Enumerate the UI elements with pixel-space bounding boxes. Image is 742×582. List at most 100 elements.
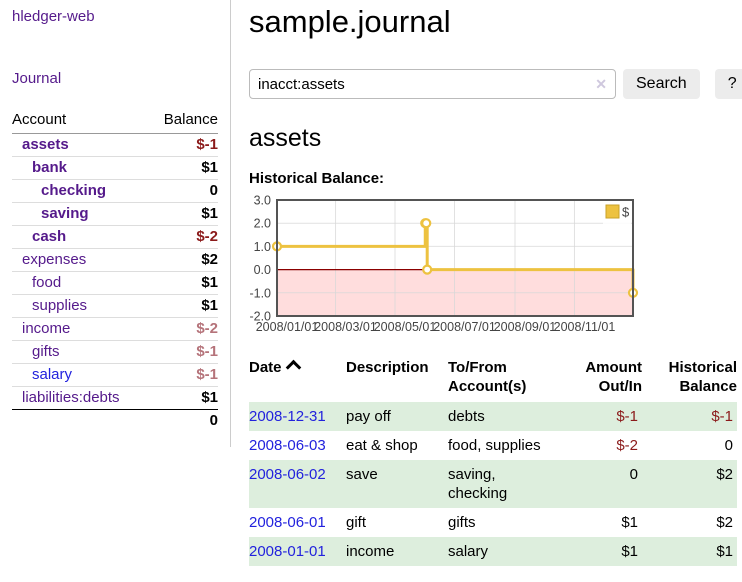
account-link-bank[interactable]: bank <box>32 159 68 176</box>
transaction-date-link[interactable]: 2008-01-01 <box>249 543 326 560</box>
y-tick-label: 2.0 <box>254 217 271 231</box>
account-row: supplies $1 <box>12 294 218 318</box>
transaction-amount: $-1 <box>616 408 638 425</box>
account-row: bank $1 <box>12 156 218 180</box>
transaction-row: 2008-12-31 pay off debts $-1 $-1 <box>249 402 737 431</box>
account-balance: $-1 <box>148 133 218 157</box>
account-row: expenses $2 <box>12 248 218 272</box>
account-row: assets $-1 <box>12 133 218 157</box>
transaction-accounts: salary <box>448 543 489 560</box>
account-link-cash[interactable]: cash <box>32 228 67 245</box>
accounts-table: Account Balance assets $-1 bank $1 checking 0… <box>12 108 218 432</box>
historical-balance-chart: $3.0 2.0 1.0 0.0 -1.0 -2.02008/01/012008/03/0… <box>249 194 639 334</box>
transaction-balance: $1 <box>716 543 733 560</box>
sort-ascending-icon <box>285 359 301 376</box>
transaction-date-link[interactable]: 2008-12-31 <box>249 408 326 425</box>
transaction-accounts: debts <box>448 408 485 425</box>
y-tick-label: 1.0 <box>254 240 271 254</box>
transaction-description: pay off <box>346 408 391 425</box>
data-point-marker <box>422 264 433 275</box>
accounts-total-value: 0 <box>148 409 218 432</box>
transaction-accounts: gifts <box>448 514 476 531</box>
account-link-gifts[interactable]: gifts <box>32 343 60 360</box>
transaction-balance: $-1 <box>711 408 733 425</box>
account-balance: $1 <box>148 202 218 226</box>
search-bar: ✕ Search ? <box>249 69 742 99</box>
accounts-header-account: Account <box>12 108 149 134</box>
account-link-supplies[interactable]: supplies <box>32 297 88 314</box>
transaction-amount: $1 <box>621 543 638 560</box>
transaction-amount: $1 <box>621 514 638 531</box>
app-brand-link[interactable]: hledger-web <box>12 8 95 25</box>
account-row: cash $-2 <box>12 225 218 249</box>
help-button[interactable]: ? <box>714 69 742 99</box>
account-link-expenses[interactable]: expenses <box>22 251 87 268</box>
account-balance: $1 <box>148 386 218 410</box>
search-input[interactable] <box>249 69 616 99</box>
account-row: food $1 <box>12 271 218 295</box>
register-header-date[interactable]: Date <box>249 358 346 402</box>
account-balance: $1 <box>148 156 218 180</box>
legend-label: $ <box>622 205 630 220</box>
account-row: salary $-1 <box>12 363 218 387</box>
account-row: checking 0 <box>12 179 218 203</box>
account-link-income[interactable]: income <box>22 320 71 337</box>
account-link-food[interactable]: food <box>32 274 62 291</box>
account-balance: $1 <box>148 271 218 295</box>
x-tick-label: 2008/05/01 <box>374 320 437 334</box>
x-tick-label: 2008/09/01 <box>494 320 557 334</box>
account-heading: assets <box>249 124 322 152</box>
account-link-saving[interactable]: saving <box>41 205 89 222</box>
y-tick-label: -1.0 <box>249 286 271 300</box>
account-row: gifts $-1 <box>12 340 218 364</box>
data-point-marker <box>421 218 432 229</box>
account-row: saving $1 <box>12 202 218 226</box>
transaction-description: eat & shop <box>346 437 418 454</box>
transaction-amount: $-2 <box>616 437 638 454</box>
transactions-table: Date Description To/From Account(s) Amount Ou… <box>249 358 737 566</box>
transaction-row: 2008-06-03 eat & shop food, supplies $-2 0 <box>249 431 737 460</box>
account-balance: 0 <box>148 179 218 203</box>
legend-swatch-icon <box>605 204 620 219</box>
transaction-description: income <box>346 543 395 560</box>
x-tick-label: 2008/07/01 <box>433 320 496 334</box>
chart-title: Historical Balance: <box>249 170 385 187</box>
x-tick-label: 2008/03/01 <box>314 320 377 334</box>
x-tick-label: 2008/01/01 <box>256 320 319 334</box>
accounts-header-balance: Balance <box>148 108 218 134</box>
account-link-liabilities-debts[interactable]: liabilities:debts <box>22 389 120 406</box>
transaction-row: 2008-06-01 gift gifts $1 $2 <box>249 508 737 537</box>
transaction-balance: $2 <box>716 514 733 531</box>
account-link-assets[interactable]: assets <box>22 136 69 153</box>
account-balance: $-1 <box>148 340 218 364</box>
account-row: income $-2 <box>12 317 218 341</box>
y-tick-label: -2.0 <box>249 310 271 324</box>
account-balance: $2 <box>148 248 218 272</box>
main-content: sample.journal ✕ Search ? assets Histori… <box>249 0 742 566</box>
page-title: sample.journal <box>249 4 451 39</box>
register-header-historical: Historical Balance <box>668 359 737 395</box>
transaction-date-link[interactable]: 2008-06-02 <box>249 466 326 483</box>
transaction-row: 2008-06-02 save saving, checking 0 $2 <box>249 460 737 508</box>
account-balance: $-1 <box>148 363 218 387</box>
transaction-balance: 0 <box>724 437 733 454</box>
transaction-amount: 0 <box>629 466 638 483</box>
account-row: liabilities:debts $1 <box>12 386 218 410</box>
account-link-checking[interactable]: checking <box>41 182 107 199</box>
account-balance: $-2 <box>148 317 218 341</box>
transaction-accounts: food, supplies <box>448 437 541 454</box>
account-link-salary[interactable]: salary <box>32 366 73 383</box>
transaction-description: save <box>346 466 378 483</box>
transaction-date-link[interactable]: 2008-06-03 <box>249 437 326 454</box>
y-tick-label: 0.0 <box>254 263 271 277</box>
register-header-description: Description <box>346 359 429 376</box>
sidebar: hledger-web Journal Account Balance asse… <box>0 0 231 447</box>
transaction-row: 2008-01-01 income salary $1 $1 <box>249 537 737 566</box>
accounts-total-row: 0 <box>12 409 218 432</box>
search-button[interactable]: Search <box>623 69 700 99</box>
transaction-date-link[interactable]: 2008-06-01 <box>249 514 326 531</box>
account-balance: $-2 <box>148 225 218 249</box>
sidebar-item-journal[interactable]: Journal <box>12 70 62 87</box>
transaction-accounts: saving, checking <box>448 466 508 502</box>
clear-search-icon[interactable]: ✕ <box>595 76 607 92</box>
